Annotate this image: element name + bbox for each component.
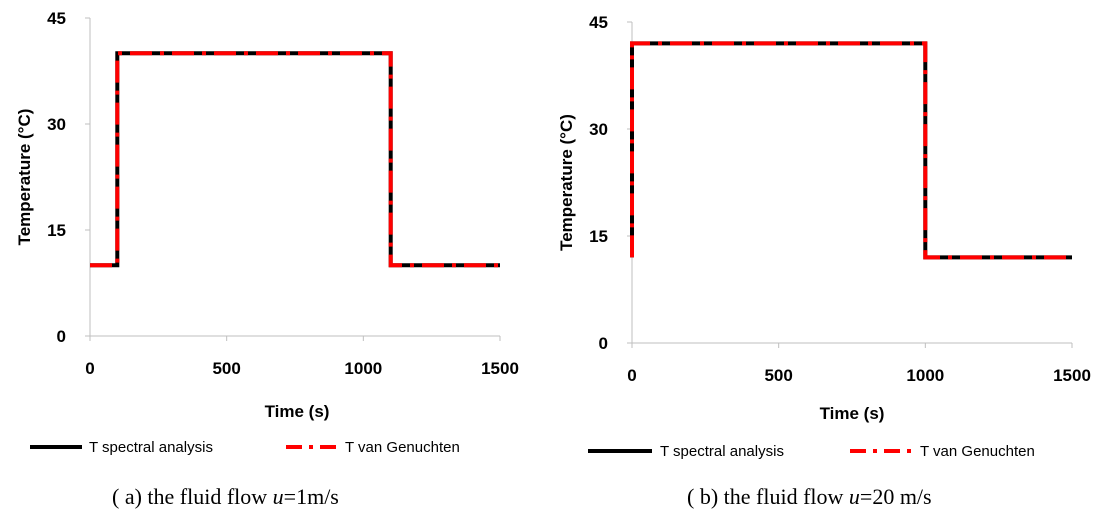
chart-a-ytick-label: 15 (47, 221, 66, 240)
chart-a-ytick-label: 0 (57, 327, 66, 346)
caption-b-var: u (848, 484, 860, 509)
chart-a-ytick-label: 45 (47, 9, 66, 28)
chart-panel-b: 0 15 30 45 0 500 1000 1500 Time (s) Temperature (… (552, 0, 1103, 530)
chart-b-xtick-label: 1000 (906, 366, 944, 385)
chart-a-svg: 0 15 30 45 0 500 1000 1500 Time (s) Temperature (… (15, 9, 519, 456)
chart-a-xtick-label: 500 (212, 359, 240, 378)
chart-a-ytick-label: 30 (47, 115, 66, 134)
caption-b: ( b) the fluid flow u=20 m/s (687, 484, 932, 510)
chart-b-ytick-label: 45 (589, 13, 608, 32)
chart-b-series-spectral-line (630, 41, 1072, 260)
chart-b-legend-label-0: T spectral analysis (660, 443, 784, 460)
chart-a-xtick-label: 1000 (344, 359, 382, 378)
chart-a-x-axis-title: Time (s) (265, 402, 330, 421)
caption-a-var: u (272, 484, 284, 509)
chart-a-xtick-label: 0 (85, 359, 94, 378)
chart-a-y-axis-title: Temperature (°C) (15, 109, 34, 246)
chart-panel-a: 0 15 30 45 0 500 1000 1500 Time (s) Temperature (… (15, 9, 519, 510)
chart-b-x-axis-title: Time (s) (820, 404, 885, 423)
chart-b-legend-label-1: T van Genuchten (920, 443, 1035, 460)
chart-b-y-axis-title: Temperature (°C) (557, 114, 576, 251)
chart-b-xtick-label: 1500 (1053, 366, 1091, 385)
chart-a-legend-label-0: T spectral analysis (89, 439, 213, 456)
chart-b-xtick-label: 0 (627, 366, 636, 385)
caption-a-prefix: ( a) the fluid flow (112, 484, 273, 509)
chart-a-series-genuchten-line (90, 51, 500, 268)
chart-a-legend-label-1: T van Genuchten (345, 439, 460, 456)
caption-b-prefix: ( b) the fluid flow (687, 484, 849, 509)
caption-a: ( a) the fluid flow u=1m/s (112, 484, 339, 510)
chart-b-ytick-label: 15 (589, 227, 608, 246)
caption-a-suffix: =1m/s (283, 484, 339, 509)
chart-a-xtick-label: 1500 (481, 359, 519, 378)
chart-b-xtick-label: 500 (764, 366, 792, 385)
chart-b-ytick-label: 30 (589, 120, 608, 139)
chart-b-series-genuchten-line (630, 41, 1072, 260)
chart-b-svg: 0 15 30 45 0 500 1000 1500 Time (s) Temperature (… (557, 13, 1091, 460)
chart-a-series-spectral-line (90, 51, 500, 268)
caption-b-suffix: =20 m/s (859, 484, 932, 509)
chart-b-ytick-label: 0 (599, 334, 608, 353)
